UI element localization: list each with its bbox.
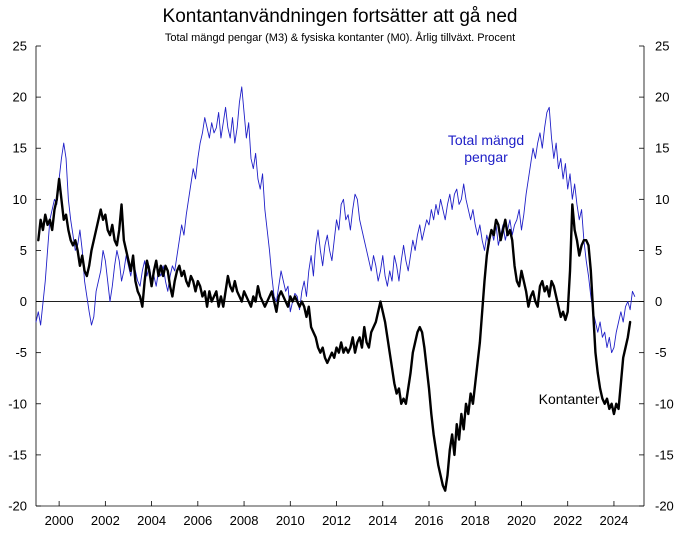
y-tick-label-right: 5 (655, 243, 662, 258)
x-tick-label: 2012 (322, 513, 351, 528)
x-tick-label: 2018 (461, 513, 490, 528)
y-tick-label-left: -20 (8, 499, 27, 514)
x-tick-label: 2010 (276, 513, 305, 528)
y-tick-label-left: -15 (8, 447, 27, 462)
y-tick-label-left: -5 (15, 345, 27, 360)
y-tick-label-right: -10 (655, 396, 674, 411)
x-tick-label: 2006 (183, 513, 212, 528)
series-line-total-mangd-pengar (35, 86, 636, 354)
series-layer (35, 86, 636, 492)
x-tick-label: 2008 (230, 513, 259, 528)
x-tick-label: 2024 (599, 513, 628, 528)
series-label-total-mangd-pengar: pengar (464, 149, 508, 165)
series-line-kontanter (37, 177, 632, 492)
chart-subtitle: Total mängd pengar (M3) & fysiska kontan… (164, 32, 516, 44)
chart-title: Kontantanvändningen fortsätter att gå ne… (162, 6, 518, 27)
series-label-kontanter: Kontanter (539, 391, 600, 407)
y-tick-label-right: 20 (655, 90, 669, 105)
y-tick-label-right: -20 (655, 499, 674, 514)
y-tick-label-right: 10 (655, 192, 669, 207)
x-tick-label: 2022 (553, 513, 582, 528)
x-tick-label: 2002 (91, 513, 120, 528)
y-tick-label-left: 0 (20, 294, 27, 309)
y-tick-label-left: -10 (8, 396, 27, 411)
y-tick-label-right: 15 (655, 141, 669, 156)
x-tick-label: 2004 (137, 513, 166, 528)
y-tick-label-left: 5 (20, 243, 27, 258)
y-tick-label-left: 25 (13, 39, 27, 54)
series-label-total-mangd-pengar: Total mängd (448, 132, 524, 148)
y-tick-label-right: -15 (655, 447, 674, 462)
x-tick-label: 2020 (507, 513, 536, 528)
y-tick-label-left: 20 (13, 90, 27, 105)
y-tick-label-right: 0 (655, 294, 662, 309)
y-tick-label-left: 15 (13, 141, 27, 156)
y-tick-label-right: 25 (655, 39, 669, 54)
y-tick-label-right: -5 (655, 345, 667, 360)
x-tick-label: 2014 (368, 513, 397, 528)
x-tick-label: 2016 (415, 513, 444, 528)
x-tick-label: 2000 (45, 513, 74, 528)
y-tick-label-left: 10 (13, 192, 27, 207)
